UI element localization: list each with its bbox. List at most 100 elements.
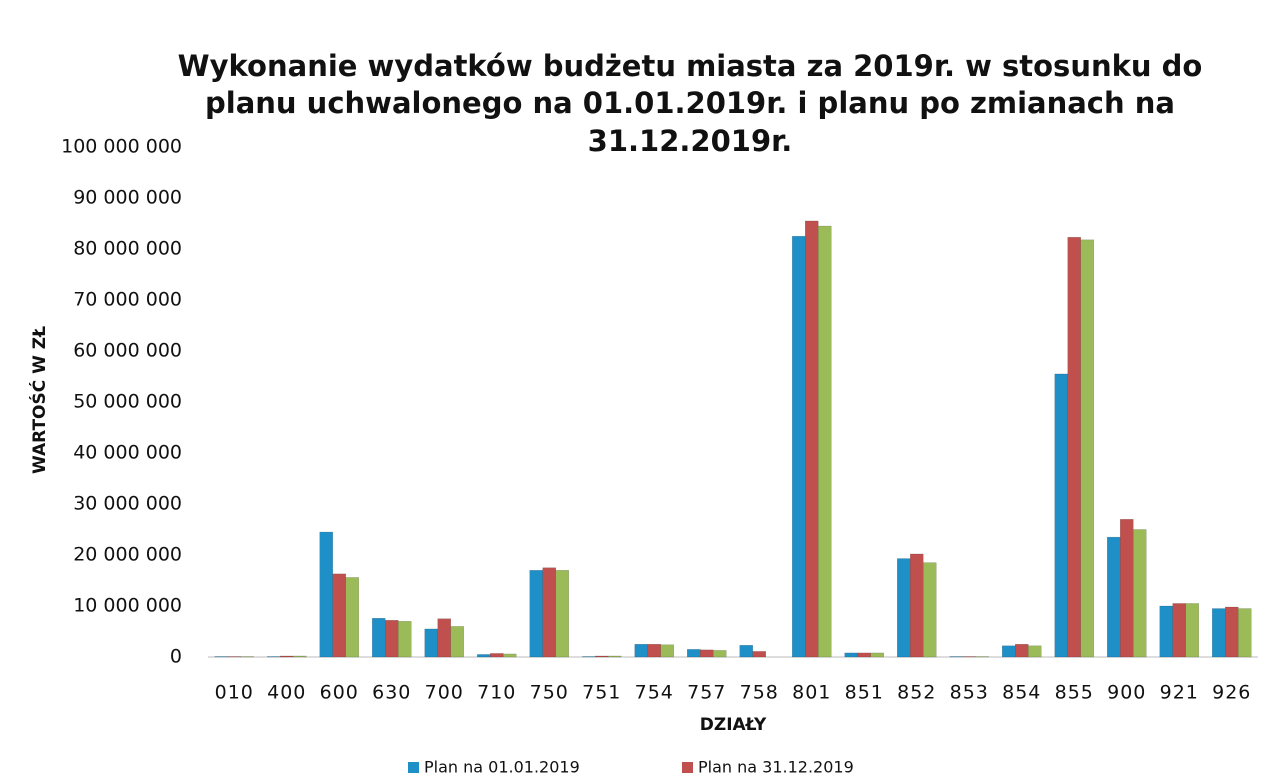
bar bbox=[1238, 608, 1252, 658]
legend-label: Plan na 31.12.2019 bbox=[698, 758, 854, 777]
bar bbox=[582, 656, 596, 658]
x-tick-label: 855 bbox=[1055, 682, 1094, 704]
y-tick-label: 90 000 000 bbox=[73, 187, 182, 209]
bar bbox=[687, 649, 701, 658]
bar bbox=[372, 617, 386, 658]
bar bbox=[1015, 644, 1029, 658]
bar bbox=[542, 567, 556, 658]
x-tick-label: 757 bbox=[687, 682, 726, 704]
x-tick-label: 754 bbox=[635, 682, 674, 704]
bar bbox=[477, 654, 491, 658]
x-tick-label: 400 bbox=[267, 682, 306, 704]
y-tick-label: 60 000 000 bbox=[73, 340, 182, 362]
bar bbox=[1133, 529, 1147, 658]
bar bbox=[870, 652, 884, 658]
x-tick-label: 801 bbox=[792, 682, 831, 704]
bar bbox=[267, 656, 281, 658]
x-tick-label: 758 bbox=[740, 682, 779, 704]
bar bbox=[713, 650, 727, 658]
y-tick-label: 70 000 000 bbox=[73, 289, 182, 311]
bar bbox=[818, 225, 832, 658]
y-tick-label: 30 000 000 bbox=[73, 493, 182, 515]
chart-title: Wykonanie wydatków budżetu miasta za 201… bbox=[178, 49, 1203, 83]
y-tick-label: 20 000 000 bbox=[73, 544, 182, 566]
bar bbox=[332, 573, 346, 658]
x-tick-label: 853 bbox=[950, 682, 989, 704]
bar bbox=[949, 656, 963, 658]
x-tick-label: 921 bbox=[1160, 682, 1199, 704]
bar bbox=[424, 628, 438, 658]
bar bbox=[792, 236, 806, 658]
bar bbox=[240, 656, 254, 658]
bar bbox=[398, 621, 412, 658]
y-tick-label: 80 000 000 bbox=[73, 238, 182, 260]
bar bbox=[897, 558, 911, 658]
bar bbox=[739, 645, 753, 658]
x-axis-label: DZIAŁY bbox=[700, 715, 767, 735]
bar bbox=[1225, 606, 1239, 658]
bar bbox=[1159, 605, 1173, 658]
bar bbox=[503, 653, 517, 658]
legend-swatch bbox=[408, 762, 419, 773]
x-tick-label: 852 bbox=[897, 682, 936, 704]
bar bbox=[595, 655, 609, 658]
x-tick-label: 010 bbox=[215, 682, 254, 704]
x-tick-label: 751 bbox=[582, 682, 621, 704]
bar bbox=[857, 652, 871, 658]
y-tick-label: 40 000 000 bbox=[73, 442, 182, 464]
x-tick-label: 600 bbox=[320, 682, 359, 704]
bar bbox=[844, 652, 858, 658]
y-axis-label: WARTOŚĆ W ZŁ bbox=[28, 326, 50, 474]
x-tick-label: 926 bbox=[1212, 682, 1251, 704]
bar bbox=[385, 620, 399, 658]
legend-swatch bbox=[682, 762, 693, 773]
bar bbox=[647, 644, 661, 658]
bar bbox=[293, 655, 307, 658]
bar bbox=[1172, 603, 1186, 658]
bar bbox=[1080, 239, 1094, 658]
bar bbox=[1002, 645, 1016, 658]
bar bbox=[490, 653, 504, 658]
chart-title: planu uchwalonego na 01.01.2019r. i plan… bbox=[205, 86, 1175, 120]
x-tick-label: 700 bbox=[425, 682, 464, 704]
y-tick-label: 10 000 000 bbox=[73, 595, 182, 617]
bar bbox=[1054, 373, 1068, 658]
bar bbox=[962, 656, 976, 658]
y-tick-label: 100 000 000 bbox=[61, 136, 182, 158]
bar bbox=[634, 644, 648, 658]
x-tick-label: 851 bbox=[845, 682, 884, 704]
bar bbox=[805, 220, 819, 658]
y-tick-label: 0 bbox=[170, 646, 182, 668]
legend-label: Plan na 01.01.2019 bbox=[424, 758, 580, 777]
bar bbox=[319, 531, 333, 658]
x-tick-label: 750 bbox=[530, 682, 569, 704]
x-tick-label: 900 bbox=[1107, 682, 1146, 704]
bar bbox=[450, 626, 464, 658]
bar bbox=[345, 577, 359, 658]
bar bbox=[923, 562, 937, 658]
bar bbox=[975, 656, 989, 658]
chart-title: 31.12.2019r. bbox=[588, 124, 793, 158]
bar bbox=[1212, 608, 1226, 658]
x-tick-label: 630 bbox=[372, 682, 411, 704]
bar bbox=[555, 570, 569, 658]
bar bbox=[280, 655, 294, 658]
x-tick-label: 710 bbox=[477, 682, 516, 704]
bar bbox=[608, 655, 622, 658]
bar bbox=[1185, 603, 1199, 658]
y-tick-label: 50 000 000 bbox=[73, 391, 182, 413]
bar bbox=[529, 570, 543, 658]
bar bbox=[1107, 536, 1121, 658]
bar bbox=[660, 644, 674, 658]
bar bbox=[437, 618, 451, 658]
bar bbox=[227, 656, 241, 658]
x-tick-label: 854 bbox=[1002, 682, 1041, 704]
bar bbox=[1067, 237, 1081, 658]
bar bbox=[1028, 645, 1042, 658]
bar bbox=[214, 656, 228, 658]
bar bbox=[752, 651, 766, 658]
bar bbox=[1120, 519, 1134, 658]
bar bbox=[700, 649, 714, 658]
bar bbox=[910, 553, 924, 658]
